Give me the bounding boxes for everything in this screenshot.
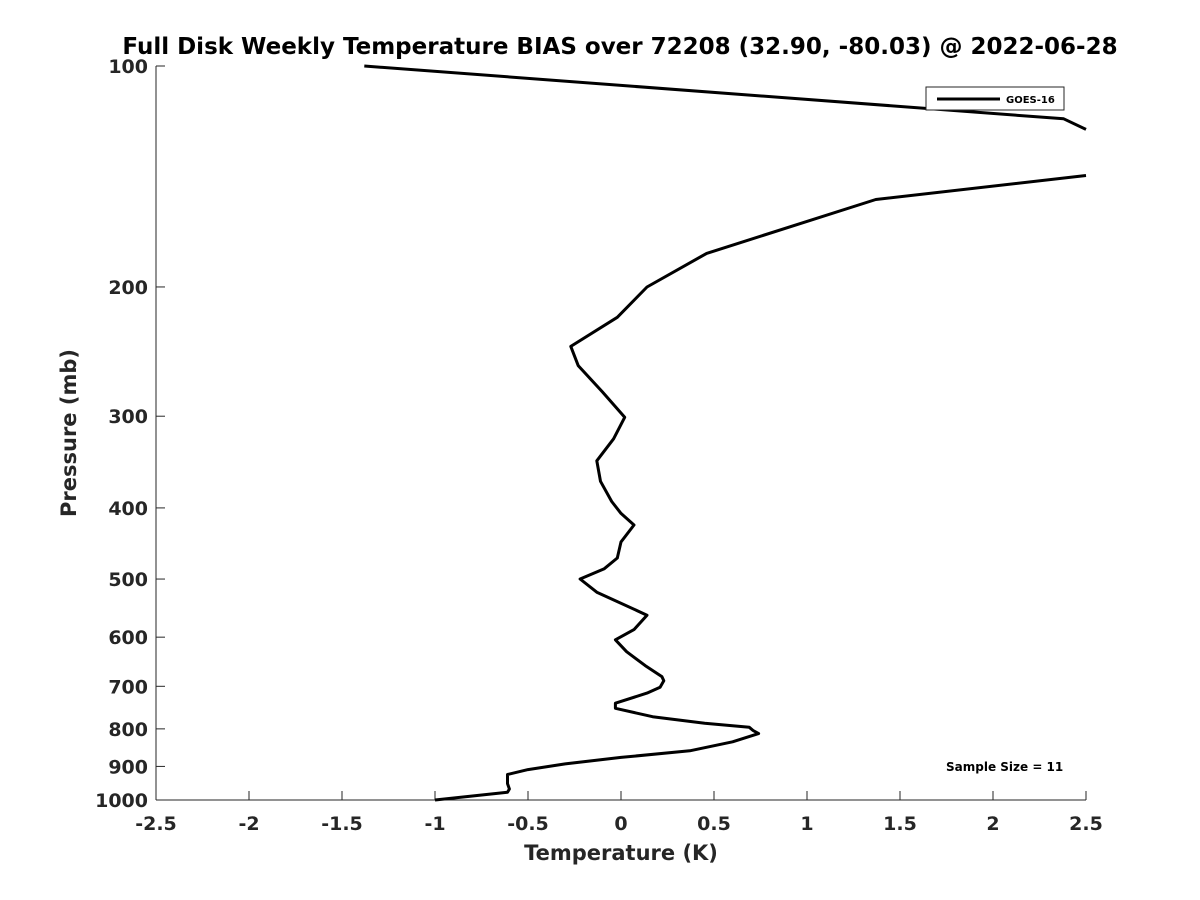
series-line-goes-16 <box>364 64 1087 131</box>
series-layer <box>364 64 1087 802</box>
y-tick-label: 600 <box>108 627 148 649</box>
y-tick-label: 800 <box>108 719 148 741</box>
y-axis-label: Pressure (mb) <box>57 349 81 517</box>
x-tick-label: -1.5 <box>321 813 363 835</box>
x-tick-label: 2 <box>986 813 999 835</box>
y-tick-label: 500 <box>108 569 148 591</box>
sample-size-annotation: Sample Size = 11 <box>946 760 1063 774</box>
x-tick-label: 2.5 <box>1069 813 1103 835</box>
x-tick-label: -2 <box>238 813 259 835</box>
x-tick-label: -0.5 <box>507 813 549 835</box>
x-tick-label: 0 <box>614 813 627 835</box>
y-tick-label: 700 <box>108 676 148 698</box>
y-tick-label: 400 <box>108 498 148 520</box>
chart-title: Full Disk Weekly Temperature BIAS over 7… <box>122 34 1117 60</box>
x-tick-label: 0.5 <box>697 813 731 835</box>
legend: GOES-16 <box>925 86 1065 111</box>
y-tick-label: 300 <box>108 406 148 428</box>
x-tick-label: 1.5 <box>883 813 917 835</box>
x-axis-label: Temperature (K) <box>524 841 718 865</box>
x-tick-label: -1 <box>424 813 445 835</box>
x-axis-ticks: -2.5 -2 -1.5 -1 -0.5 0 0.5 1 1.5 2 2.5 <box>135 791 1103 835</box>
y-tick-label: 100 <box>108 56 148 78</box>
y-axis-ticks: 100 200 300 400 500 600 700 800 900 1000 <box>95 56 165 812</box>
x-tick-label: 1 <box>800 813 813 835</box>
x-tick-label: -2.5 <box>135 813 177 835</box>
legend-label: GOES-16 <box>1006 95 1055 106</box>
y-tick-label: 1000 <box>95 790 148 812</box>
series-line-goes-16 <box>434 174 1087 802</box>
y-tick-label: 200 <box>108 277 148 299</box>
y-tick-label: 900 <box>108 756 148 778</box>
plot-area <box>155 66 1086 801</box>
